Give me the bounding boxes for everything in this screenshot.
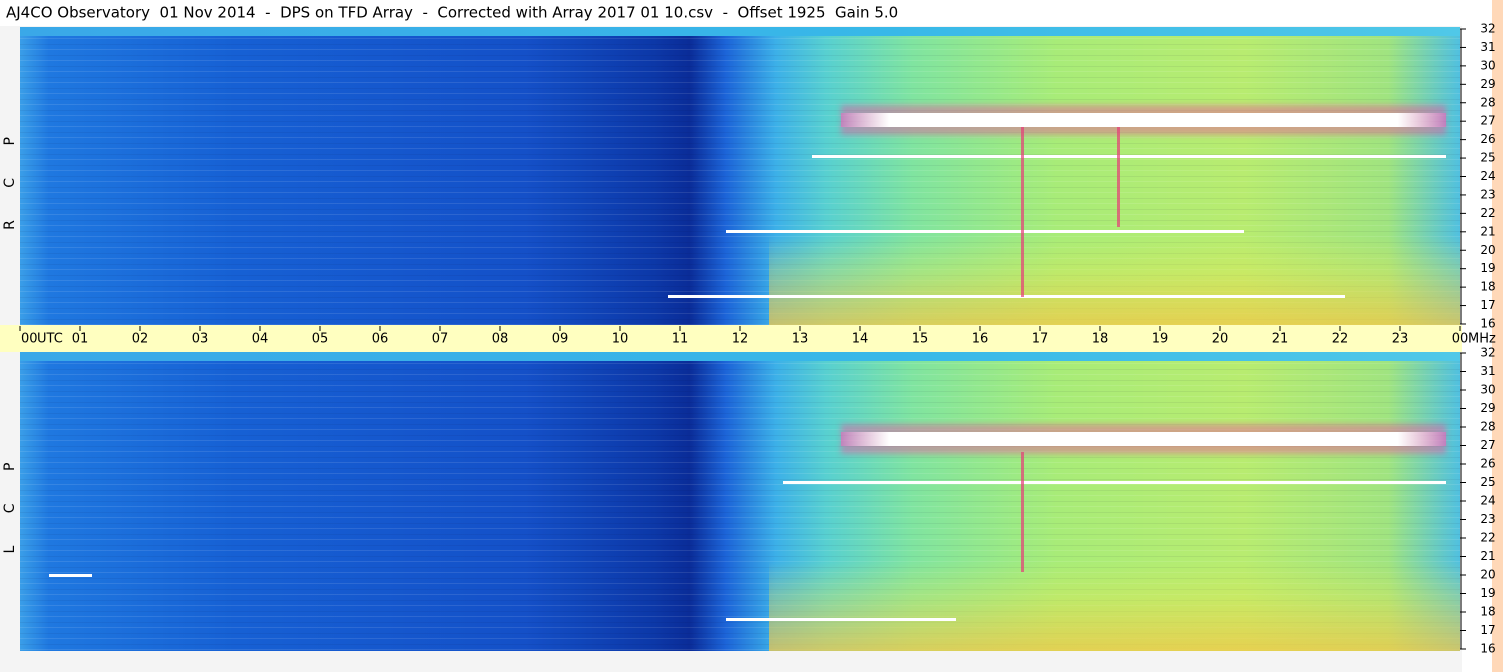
interference-line xyxy=(1117,127,1120,227)
x-tick-label: 05 xyxy=(312,332,329,347)
y-tick-label: 23 xyxy=(1480,187,1495,201)
x-tick-label: 00 xyxy=(21,332,38,347)
x-tick-label: 08 xyxy=(492,332,509,347)
rcp-warm-region xyxy=(768,235,1460,325)
x-tick-label: 15 xyxy=(912,332,929,347)
y-tick-label: 31 xyxy=(1480,364,1495,378)
y-tick-label: 29 xyxy=(1480,401,1495,415)
polarization-label: R C P xyxy=(2,123,18,230)
y-axis-label: MHz xyxy=(1468,332,1496,347)
stripe xyxy=(812,155,1446,158)
y-tick-label: 25 xyxy=(1480,475,1495,489)
x-tick-label: 01 xyxy=(72,332,89,347)
y-tick-label: 27 xyxy=(1480,114,1495,128)
y-tick-label: 16 xyxy=(1480,317,1495,331)
rcp-bright-band xyxy=(840,113,1446,127)
y-tick-label: 22 xyxy=(1480,206,1495,220)
y-tick-label: 17 xyxy=(1480,298,1495,312)
interference-line xyxy=(1021,452,1024,572)
x-tick-label: 07 xyxy=(432,332,449,347)
chart-title: AJ4CO Observatory 01 Nov 2014 - DPS on T… xyxy=(6,4,898,22)
y-tick-label: 26 xyxy=(1480,457,1495,471)
x-tick-label: 11 xyxy=(672,332,689,347)
y-tick-label: 30 xyxy=(1480,58,1495,72)
y-tick-label: 19 xyxy=(1480,586,1495,600)
x-tick-label: 20 xyxy=(1212,332,1229,347)
x-tick-label: 23 xyxy=(1392,332,1409,347)
x-tick-label: 19 xyxy=(1152,332,1169,347)
time-axis-band xyxy=(0,325,1462,352)
x-tick-label: 00 xyxy=(1452,332,1469,347)
x-tick-label: 12 xyxy=(732,332,749,347)
x-tick-label: 02 xyxy=(132,332,149,347)
side-strip xyxy=(1492,0,1503,672)
y-tick-label: 19 xyxy=(1480,261,1495,275)
y-tick-label: 22 xyxy=(1480,531,1495,545)
x-tick-label: 06 xyxy=(372,332,389,347)
x-tick-label: 10 xyxy=(612,332,629,347)
y-tick-label: 20 xyxy=(1480,568,1495,582)
x-tick-label: 04 xyxy=(252,332,269,347)
y-tick-label: 29 xyxy=(1480,77,1495,91)
x-tick-label: 14 xyxy=(852,332,869,347)
y-tick-label: 21 xyxy=(1480,224,1495,238)
rcp-spectrogram xyxy=(20,27,1460,325)
x-tick-label: 18 xyxy=(1092,332,1109,347)
y-tick-label: 28 xyxy=(1480,420,1495,434)
y-tick-label: 18 xyxy=(1480,605,1495,619)
x-tick-label: 21 xyxy=(1272,332,1289,347)
y-tick-label: 18 xyxy=(1480,280,1495,294)
y-tick-label: 17 xyxy=(1480,623,1495,637)
y-tick-label: 16 xyxy=(1480,642,1495,656)
x-tick-label: 03 xyxy=(192,332,209,347)
stripe xyxy=(725,230,1244,233)
y-tick-label: 32 xyxy=(1480,22,1495,36)
stripe xyxy=(668,295,1345,298)
y-tick-label: 21 xyxy=(1480,549,1495,563)
y-tick-label: 24 xyxy=(1480,494,1495,508)
x-tick-label: 09 xyxy=(552,332,569,347)
rcp-top-band xyxy=(20,27,1460,36)
y-tick-label: 24 xyxy=(1480,169,1495,183)
stripe xyxy=(783,481,1446,484)
y-tick-label: 20 xyxy=(1480,243,1495,257)
title-bar xyxy=(0,0,1462,26)
lcp-top-band xyxy=(20,352,1460,361)
y-tick-label: 27 xyxy=(1480,438,1495,452)
y-tick-label: 32 xyxy=(1480,346,1495,360)
x-tick-label: 22 xyxy=(1332,332,1349,347)
y-tick-label: 26 xyxy=(1480,132,1495,146)
interference-line xyxy=(1021,127,1024,297)
y-tick-label: 28 xyxy=(1480,95,1495,109)
y-tick-label: 23 xyxy=(1480,512,1495,526)
stripe xyxy=(48,574,92,577)
stripe xyxy=(725,618,956,621)
lcp-bright-band xyxy=(840,432,1446,446)
lcp-spectrogram xyxy=(20,352,1460,651)
y-tick-label: 30 xyxy=(1480,383,1495,397)
y-tick-label: 31 xyxy=(1480,40,1495,54)
polarization-label: L C P xyxy=(2,449,18,554)
x-tick-label: 17 xyxy=(1032,332,1049,347)
x-axis-label: UTC xyxy=(37,332,63,347)
x-tick-label: 16 xyxy=(972,332,989,347)
y-tick-label: 25 xyxy=(1480,151,1495,165)
x-tick-label: 13 xyxy=(792,332,809,347)
lcp-warm-region xyxy=(768,561,1460,651)
